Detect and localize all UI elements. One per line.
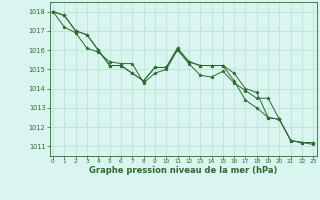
X-axis label: Graphe pression niveau de la mer (hPa): Graphe pression niveau de la mer (hPa) bbox=[89, 166, 277, 175]
